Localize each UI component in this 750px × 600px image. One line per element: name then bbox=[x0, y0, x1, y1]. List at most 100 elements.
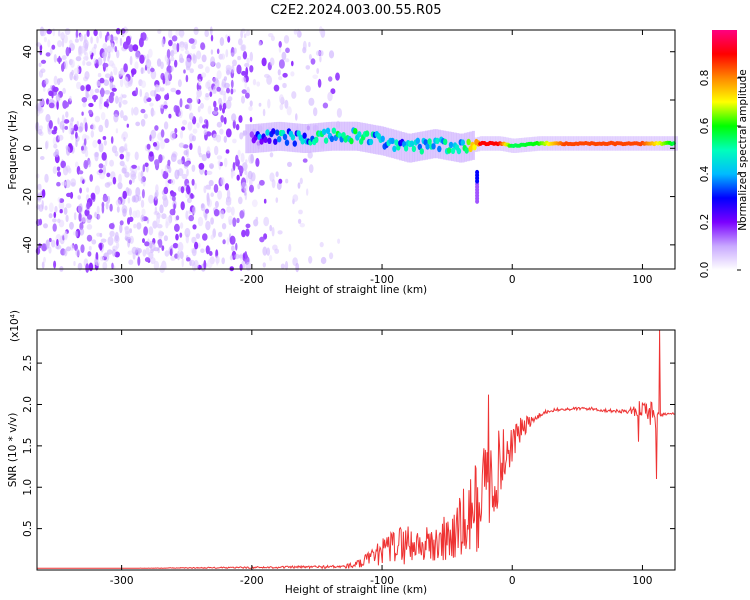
spectrogram-noise-blob bbox=[140, 80, 147, 88]
spectrogram-noise-blob bbox=[98, 102, 103, 110]
spectrogram-noise-blob bbox=[65, 146, 71, 156]
spectrogram-noise-blob bbox=[210, 234, 215, 240]
spectrogram-noise-blob bbox=[177, 79, 182, 88]
spectrogram-ridge-halo bbox=[675, 136, 678, 151]
spectrogram-noise-blob bbox=[138, 171, 142, 182]
figure-title: C2E2.2024.003.00.55.R05 bbox=[270, 3, 441, 18]
spectrogram-noise-blob bbox=[69, 39, 73, 45]
spectrogram-noise-blob bbox=[201, 54, 207, 63]
spectrogram-noise-blob bbox=[243, 191, 247, 196]
spectrogram-ridge-blob bbox=[329, 135, 335, 143]
spectrogram-noise-blob bbox=[163, 235, 168, 242]
spectrogram-noise-blob bbox=[212, 133, 218, 141]
spectrogram-ridge-blob bbox=[353, 128, 358, 135]
spectrogram-noise-blob bbox=[247, 170, 253, 180]
spectrogram-ridge-blob bbox=[390, 137, 395, 145]
spectrogram-noise-blob bbox=[241, 95, 245, 104]
spectrogram-noise-blob bbox=[201, 154, 207, 162]
spectrogram-noise-blob bbox=[222, 239, 226, 245]
spectrogram-noise-blob bbox=[212, 110, 218, 115]
spectrogram-noise-blob bbox=[113, 66, 118, 76]
spectrogram-noise-blob bbox=[219, 37, 225, 46]
spectrogram-noise-blob bbox=[73, 67, 80, 75]
spectrogram-noise-blob bbox=[214, 200, 219, 208]
spectrogram-noise-blob bbox=[66, 192, 72, 198]
spectrogram-noise-blob bbox=[244, 251, 248, 260]
spectrogram-noise-blob bbox=[45, 239, 50, 249]
spectrogram-noise-blob bbox=[115, 95, 119, 105]
spectrogram-ridge-blob bbox=[472, 144, 477, 151]
spectrogram-noise-blob bbox=[186, 257, 191, 262]
spectrogram-ridge-halo bbox=[406, 133, 410, 163]
spectrogram-noise-blob bbox=[198, 116, 203, 124]
spectrogram-noise-blob bbox=[226, 237, 230, 246]
spectrogram-noise-blob bbox=[218, 231, 223, 238]
spectrogram-noise-blob bbox=[153, 260, 160, 271]
spectrogram-noise-blob bbox=[282, 82, 287, 89]
spectrogram-noise-blob bbox=[175, 233, 179, 241]
spectrogram-noise-blob bbox=[142, 238, 145, 244]
spectrogram-noise-blob bbox=[147, 48, 153, 58]
spectrogram-noise-blob bbox=[225, 128, 232, 138]
spectrogram-noise-blob bbox=[123, 76, 129, 86]
spectrogram-noise-blob bbox=[155, 84, 162, 93]
spectrogram-noise-blob bbox=[238, 254, 243, 259]
spectrogram-noise-blob bbox=[61, 55, 67, 61]
spectrogram-ridge-blob bbox=[263, 136, 268, 143]
spectrogram-noise-blob bbox=[156, 224, 163, 229]
spectrogram-noise-blob bbox=[295, 113, 298, 121]
spectrogram-noise-blob bbox=[88, 262, 94, 272]
spectrogram-noise-blob bbox=[186, 168, 189, 177]
spectrogram-noise-blob bbox=[210, 217, 215, 225]
spectrogram-noise-blob bbox=[173, 203, 176, 210]
spectrogram-noise-blob bbox=[141, 208, 146, 216]
spectrogram-noise-blob bbox=[236, 64, 242, 75]
spectrogram-noise-blob bbox=[179, 30, 184, 39]
spectrogram-noise-blob bbox=[191, 164, 196, 172]
spectrogram-noise-blob bbox=[117, 182, 123, 190]
spectrogram-noise-blob bbox=[115, 199, 121, 206]
spectrogram-noise-blob bbox=[305, 65, 311, 70]
spectrogram-noise-blob bbox=[93, 95, 97, 103]
spectrogram-ridge-blob bbox=[331, 127, 337, 134]
spectrogram-noise-blob bbox=[216, 70, 222, 80]
spectrogram-noise-blob bbox=[140, 118, 146, 127]
spectrogram-noise-blob bbox=[203, 185, 207, 194]
spectrogram-noise-blob bbox=[63, 207, 68, 215]
spectrogram-noise-blob bbox=[308, 255, 313, 264]
spectrogram-noise-blob bbox=[131, 164, 138, 169]
spectrogram-noise-blob bbox=[242, 51, 248, 60]
spectrogram-noise-blob bbox=[271, 226, 275, 237]
spectrogram-noise-blob bbox=[94, 151, 100, 158]
spectrogram-noise-blob bbox=[67, 167, 72, 174]
spectrogram-noise-blob bbox=[266, 247, 271, 256]
spectrogram-noise-blob bbox=[94, 88, 100, 94]
spectrogram-noise-blob bbox=[164, 71, 170, 81]
spectrogram-noise-blob bbox=[99, 77, 105, 84]
spectrogram-noise-blob bbox=[207, 258, 213, 269]
spectrogram-noise-blob bbox=[158, 230, 163, 240]
spectrogram-noise-blob bbox=[216, 86, 221, 92]
spectrogram-noise-blob bbox=[99, 232, 103, 238]
snr-y-ticks: 0.5 1.0 1.5 2.0 2.5 bbox=[22, 355, 675, 537]
spectrogram-noise-blob bbox=[83, 39, 89, 50]
spectrogram-noise-blob bbox=[197, 105, 201, 113]
spectrogram-noise-blob bbox=[54, 205, 58, 213]
spectrogram-noise-blob bbox=[48, 237, 52, 243]
spectrogram-noise-blob bbox=[56, 171, 62, 177]
spectrogram-noise-blob bbox=[128, 259, 134, 265]
spectrogram-noise-blob bbox=[53, 125, 58, 132]
spectrogram-noise-blob bbox=[316, 68, 320, 74]
spectrogram-noise-blob bbox=[180, 222, 184, 229]
spectrogram-noise-blob bbox=[182, 119, 188, 126]
spectrogram-noise-blob bbox=[206, 170, 213, 175]
colorbar-tick-label: 0.2 bbox=[699, 214, 711, 231]
spectrogram-noise-blob bbox=[126, 123, 129, 128]
spectrogram-noise-blob bbox=[111, 63, 116, 69]
spectrogram-noise-blob bbox=[142, 164, 146, 173]
spectrogram-noise-blob bbox=[141, 189, 145, 199]
spectrogram-noise-blob bbox=[84, 122, 88, 133]
spectrogram-noise-blob bbox=[245, 92, 250, 99]
y-tick-label: 1.0 bbox=[22, 479, 34, 496]
spectrogram-noise-blob bbox=[150, 69, 157, 80]
